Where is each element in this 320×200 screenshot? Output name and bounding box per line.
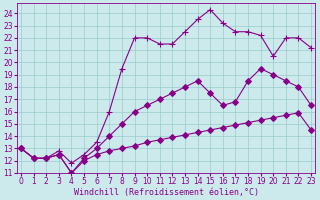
X-axis label: Windchill (Refroidissement éolien,°C): Windchill (Refroidissement éolien,°C) bbox=[74, 188, 259, 197]
